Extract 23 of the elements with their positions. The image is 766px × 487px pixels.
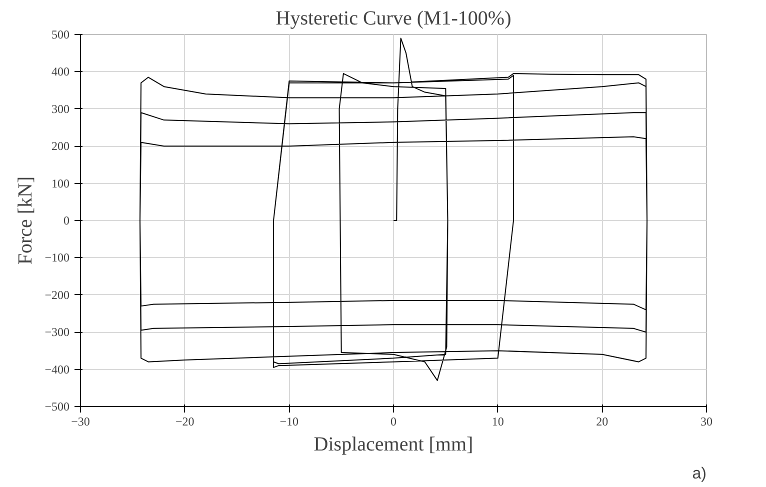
x-tick-label: −20 <box>175 414 194 428</box>
y-axis-title: Force [kN] <box>14 176 37 265</box>
x-tick-label: −30 <box>71 414 90 428</box>
y-tick-label: 100 <box>52 176 70 190</box>
x-tick-label: −10 <box>280 414 299 428</box>
y-tick-label: −200 <box>44 288 70 302</box>
chart-title: Hysteretic Curve (M1-100%) <box>276 8 512 30</box>
x-axis-title: Displacement [mm] <box>314 434 474 456</box>
x-tick-label: 20 <box>596 414 608 428</box>
y-tick-label: −400 <box>44 362 70 376</box>
y-tick-label: 400 <box>52 64 70 79</box>
text: a) <box>692 466 707 482</box>
x-tick-label: 0 <box>390 414 396 428</box>
x-tick-label: 10 <box>492 414 504 428</box>
y-tick-label: −300 <box>44 325 70 340</box>
y-tick-label: 500 <box>52 28 70 42</box>
y-tick-label: 200 <box>52 139 70 154</box>
line-series <box>139 38 648 381</box>
y-tick-label: −100 <box>44 250 70 265</box>
y-tick-label: 0 <box>64 214 70 228</box>
y-tick-label: −500 <box>44 400 70 414</box>
y-tick-label: 300 <box>52 102 70 116</box>
x-tick-label: 30 <box>700 414 712 428</box>
